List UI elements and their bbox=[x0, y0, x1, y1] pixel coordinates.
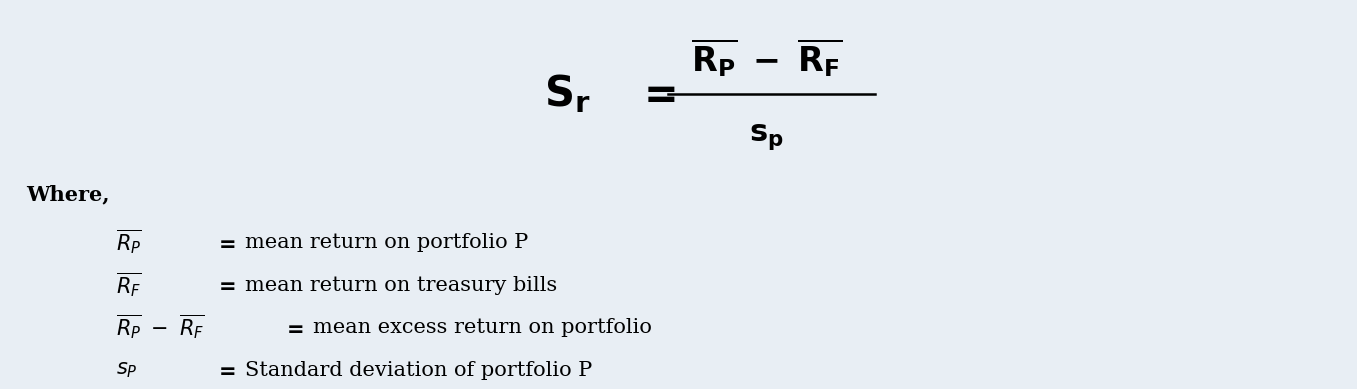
Text: $\overline{R_F}$: $\overline{R_F}$ bbox=[117, 271, 142, 300]
Text: $\mathbf{s_p}$: $\mathbf{s_p}$ bbox=[749, 121, 784, 152]
Text: Standard deviation of portfolio P: Standard deviation of portfolio P bbox=[246, 361, 593, 380]
Text: $\mathbf{=}$: $\mathbf{=}$ bbox=[214, 360, 236, 380]
Text: Where,: Where, bbox=[26, 184, 110, 205]
Text: mean return on treasury bills: mean return on treasury bills bbox=[246, 276, 558, 295]
Text: mean excess return on portfolio: mean excess return on portfolio bbox=[313, 318, 651, 337]
Text: $\mathbf{\overline{R_P}\ -\ \overline{R_F}}$: $\mathbf{\overline{R_P}\ -\ \overline{R_… bbox=[691, 36, 843, 79]
Text: $\mathbf{=}$: $\mathbf{=}$ bbox=[282, 318, 303, 338]
Text: $\overline{R_P}$: $\overline{R_P}$ bbox=[117, 228, 142, 257]
Text: $\mathbf{=}$: $\mathbf{=}$ bbox=[214, 233, 236, 253]
Text: $\mathbf{S_r}$: $\mathbf{S_r}$ bbox=[544, 73, 590, 116]
Text: $\overline{R_P}\ -\ \overline{R_F}$: $\overline{R_P}\ -\ \overline{R_F}$ bbox=[117, 313, 205, 342]
Text: $\mathbf{=}$: $\mathbf{=}$ bbox=[214, 275, 236, 295]
Text: $s_P$: $s_P$ bbox=[117, 360, 138, 380]
Text: mean return on portfolio P: mean return on portfolio P bbox=[246, 233, 528, 252]
Text: $\mathbf{=}$: $\mathbf{=}$ bbox=[635, 73, 676, 115]
